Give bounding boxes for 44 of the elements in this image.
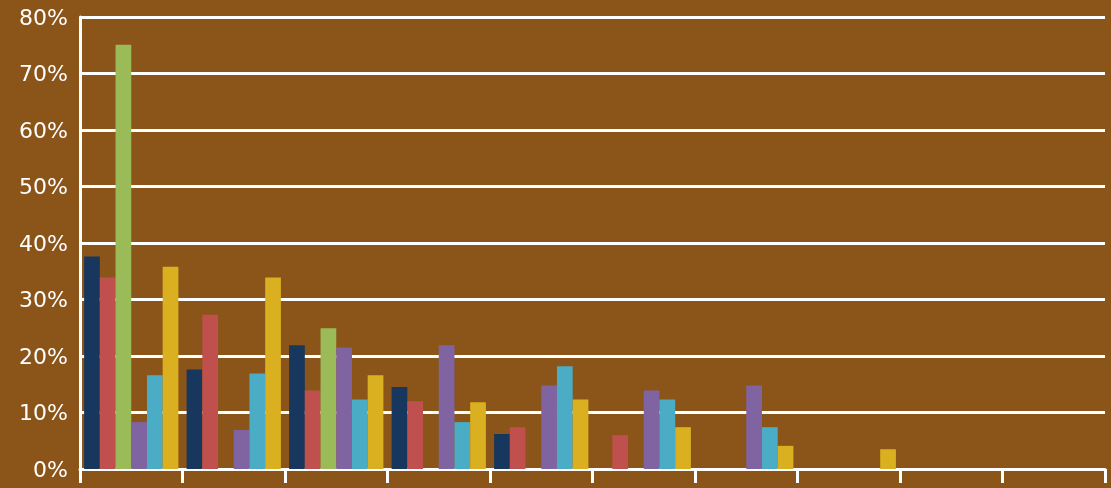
- bar: [336, 347, 352, 469]
- bar: [509, 427, 526, 469]
- bar: [761, 427, 778, 469]
- y-tick-label: 0%: [33, 456, 68, 482]
- bar: [494, 433, 510, 469]
- bar: [233, 430, 250, 469]
- y-tick-label: 60%: [19, 117, 68, 143]
- bar: [84, 256, 100, 469]
- bar: [146, 375, 163, 469]
- y-tick-label: 30%: [19, 287, 68, 312]
- bar: [746, 385, 762, 469]
- bar: [407, 401, 424, 469]
- y-tick-label: 80%: [19, 4, 68, 30]
- y-tick-label: 10%: [19, 400, 68, 425]
- bar: [304, 390, 321, 469]
- y-tick-label: 50%: [19, 174, 68, 199]
- bar: [777, 445, 794, 469]
- bar: [880, 449, 896, 469]
- bar: [186, 369, 203, 469]
- bar: [612, 435, 629, 469]
- bar: [351, 399, 368, 469]
- y-tick-label: 70%: [19, 61, 68, 86]
- bar: [99, 277, 116, 469]
- y-tick-label: 20%: [19, 343, 68, 369]
- bar: [289, 345, 305, 469]
- bar: [391, 387, 408, 469]
- bar: [556, 366, 573, 469]
- bar: [541, 385, 557, 469]
- bar: [265, 277, 281, 469]
- bar: [659, 399, 676, 469]
- bar: [249, 373, 266, 469]
- bar: [131, 422, 147, 469]
- bar: [454, 422, 471, 469]
- bar: [115, 44, 132, 469]
- bar: [320, 328, 337, 469]
- bar: [438, 345, 455, 469]
- bar: [202, 314, 219, 469]
- bar: [470, 402, 486, 469]
- bar: [675, 427, 691, 469]
- bar: [162, 266, 179, 469]
- y-tick-label: 40%: [19, 230, 68, 256]
- bar: [572, 399, 589, 469]
- bar: [367, 375, 384, 469]
- bar: [643, 390, 660, 469]
